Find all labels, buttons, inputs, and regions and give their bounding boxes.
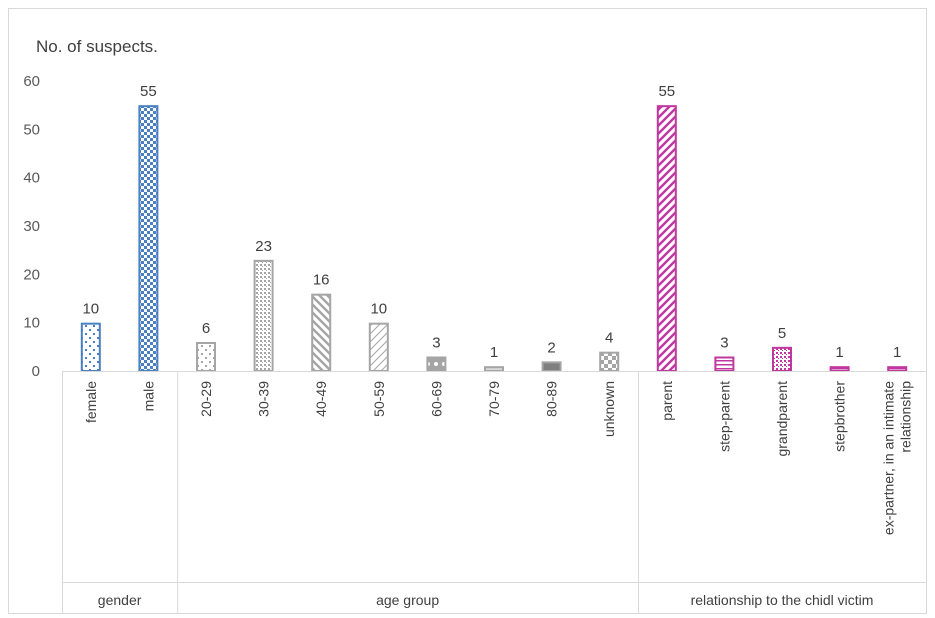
data-label: 2: [547, 339, 555, 356]
bar: [714, 356, 735, 372]
data-label: 1: [835, 344, 843, 361]
y-tick-label: 60: [23, 73, 40, 90]
category-axis: [62, 371, 926, 613]
category-label: 50-59: [371, 381, 387, 417]
data-label: 1: [893, 344, 901, 361]
y-axis-title: No. of suspects.: [36, 37, 158, 56]
category-label-line: relationship: [898, 381, 914, 453]
data-label: 4: [605, 330, 613, 347]
category-label: female: [83, 381, 99, 423]
data-label: 16: [313, 272, 330, 289]
category-label: 80-89: [544, 381, 560, 417]
category-label-line: ex-partner, in an intimate: [881, 381, 897, 535]
category-label: 30-39: [256, 381, 272, 417]
category-label-line: 30-39: [256, 381, 272, 417]
data-label: 1: [490, 344, 498, 361]
group-label: relationship to the chidl victim: [691, 592, 874, 608]
bar: [196, 342, 216, 372]
bar: [829, 366, 850, 372]
data-label: 10: [370, 301, 387, 318]
y-tick-label: 20: [23, 266, 40, 283]
data-label: 55: [140, 83, 157, 100]
category-label: stepbrother: [832, 381, 848, 452]
data-label: 23: [255, 238, 272, 255]
category-label: ex-partner, in an intimate relationship: [881, 381, 914, 535]
bar: [599, 351, 620, 372]
y-tick-label: 0: [32, 363, 40, 380]
category-labels: female male 20-29 30-39 40-49 50-59 60-69 70-79…: [83, 381, 914, 535]
bar: [772, 346, 792, 373]
category-label-line: unknown: [601, 381, 617, 437]
group-label: age group: [376, 592, 439, 608]
category-label-line: 20-29: [198, 381, 214, 417]
data-label: 3: [720, 335, 728, 352]
data-label: 6: [202, 320, 210, 337]
category-label-line: female: [83, 381, 99, 423]
category-label-line: male: [140, 381, 156, 412]
category-label-line: 50-59: [371, 381, 387, 417]
category-label: unknown: [601, 381, 617, 437]
category-label: step-parent: [716, 381, 732, 452]
category-label-line: 70-79: [486, 381, 502, 417]
data-label: 5: [778, 325, 786, 342]
y-tick-label: 50: [23, 121, 40, 138]
category-label: 40-49: [313, 381, 329, 417]
category-label-line: 80-89: [544, 381, 560, 417]
y-tick-label: 10: [23, 315, 40, 332]
category-label-line: grandparent: [774, 381, 790, 457]
category-label-line: stepbrother: [832, 381, 848, 452]
y-tick-label: 30: [23, 218, 40, 235]
chart-border: [8, 8, 927, 614]
category-label: grandparent: [774, 381, 790, 457]
category-label-line: 60-69: [428, 381, 444, 417]
bar: [138, 105, 159, 373]
category-label-line: step-parent: [716, 381, 732, 452]
bar: [426, 356, 447, 372]
bar: [311, 293, 332, 372]
category-label-line: parent: [659, 381, 675, 421]
bar: [541, 361, 562, 373]
group-labels: gender age group relationship to the chidl…: [98, 592, 874, 608]
category-label: male: [140, 381, 156, 412]
bar: [253, 259, 274, 373]
y-tick-label: 40: [23, 170, 40, 187]
data-label: 3: [432, 335, 440, 352]
category-label-line: 40-49: [313, 381, 329, 417]
data-label: 55: [658, 83, 675, 100]
category-label: parent: [659, 381, 675, 421]
bars: 10 55 6 23 16 10 3 1 2 4 55 3 5 1 1: [80, 83, 908, 373]
bar: [368, 322, 389, 372]
data-label: 10: [82, 301, 99, 318]
group-label: gender: [98, 592, 142, 608]
category-label: 20-29: [198, 381, 214, 417]
y-axis-ticks: 0 10 20 30 40 50 60: [23, 73, 40, 380]
bar: [887, 366, 908, 372]
bar: [484, 366, 504, 372]
bar: [656, 105, 677, 373]
category-label: 60-69: [428, 381, 444, 417]
category-label: 70-79: [486, 381, 502, 417]
bar: [80, 322, 101, 372]
